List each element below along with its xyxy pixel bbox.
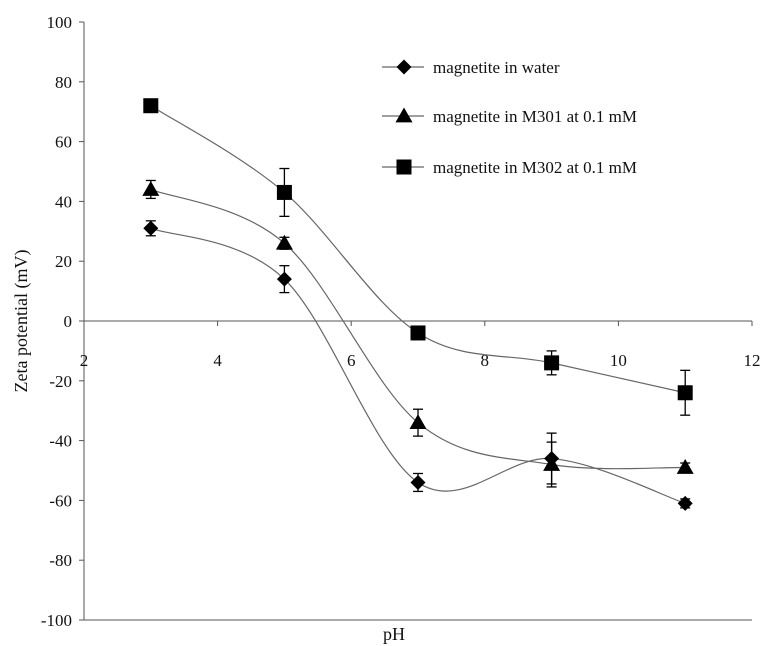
data-point-square — [143, 98, 159, 114]
axes — [79, 21, 753, 621]
data-point-triangle — [142, 180, 160, 196]
series-line — [150, 105, 686, 394]
series-diamond — [143, 220, 693, 511]
legend-item: magnetite in M301 at 0.1 mM — [382, 107, 637, 126]
legend-label: magnetite in M301 at 0.1 mM — [433, 107, 637, 126]
y-tick-label: -40 — [49, 432, 72, 451]
legend-marker-triangle — [395, 107, 413, 123]
legend-item: magnetite in water — [382, 58, 560, 77]
y-tick-label: 0 — [64, 312, 73, 331]
x-tick-label: 8 — [481, 351, 490, 370]
data-point-triangle — [543, 456, 561, 471]
series-square — [143, 98, 693, 416]
series-line — [150, 227, 686, 504]
data-point-square — [410, 325, 426, 341]
legend-label: magnetite in M302 at 0.1 mM — [433, 158, 637, 177]
tick-labels: 100 80 60 40 20 0 -20 -40 -60 -80 -100 2 4 6 8 10 12 — [41, 13, 761, 630]
legend-marker-diamond — [396, 59, 412, 75]
y-axis-label: Zeta potential (mV) — [11, 250, 32, 393]
legend-label: magnetite in water — [433, 58, 560, 77]
y-tick-label: -80 — [49, 551, 72, 570]
series-triangle — [142, 179, 694, 488]
series-line — [150, 188, 686, 470]
y-tick-label: -100 — [41, 611, 72, 630]
data-point-triangle — [275, 234, 293, 250]
data-point-diamond — [677, 495, 693, 511]
data-point-triangle — [676, 459, 694, 474]
data-point-diamond — [143, 220, 159, 236]
x-axis-label: pH — [383, 624, 405, 644]
data-point-diamond — [276, 271, 292, 287]
y-tick-label: 20 — [55, 252, 72, 271]
y-tick-label: 100 — [47, 13, 73, 32]
data-point-diamond — [410, 474, 426, 490]
x-tick-label: 2 — [80, 351, 89, 370]
data-point-square — [544, 355, 560, 371]
x-tick-label: 12 — [744, 351, 761, 370]
y-tick-label: 40 — [55, 192, 72, 211]
y-tick-label: 60 — [55, 133, 72, 152]
legend-item: magnetite in M302 at 0.1 mM — [382, 158, 637, 177]
legend-marker-square — [396, 159, 412, 175]
data-point-square — [276, 184, 292, 200]
data-point-square — [677, 385, 693, 401]
y-tick-label: 80 — [55, 73, 72, 92]
x-tick-label: 10 — [610, 351, 627, 370]
x-tick-label: 4 — [213, 351, 222, 370]
y-tick-label: -60 — [49, 491, 72, 510]
series-layer — [142, 98, 694, 511]
y-tick-label: -20 — [49, 372, 72, 391]
x-tick-label: 6 — [347, 351, 356, 370]
data-point-triangle — [409, 414, 427, 430]
legend: magnetite in water magnetite in M301 at 0… — [382, 58, 637, 177]
